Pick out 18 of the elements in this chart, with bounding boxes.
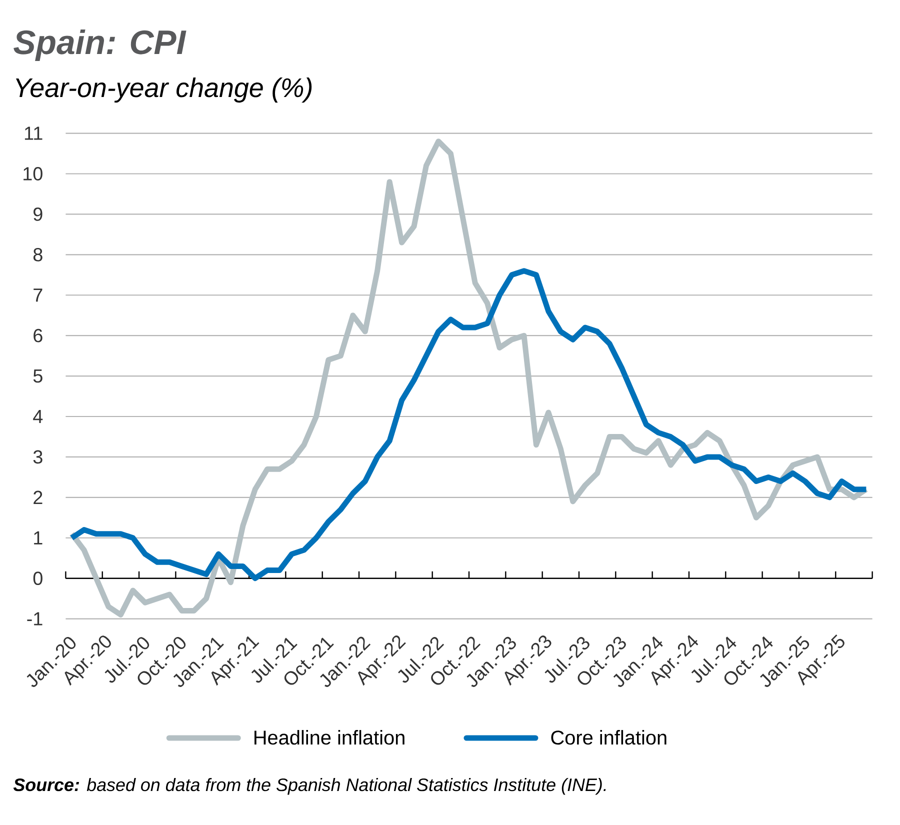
y-tick-label: 7: [34, 288, 42, 302]
y-tick-label: 1: [34, 531, 42, 544]
text: Source: based on data from the Spanish National Statistics Institute (INE).: [13, 778, 606, 795]
y-tick-label: 2: [34, 490, 42, 504]
y-tick-label: 10: [24, 167, 42, 180]
y-tick-label: 11: [24, 126, 42, 140]
y-tick-label: 6: [34, 328, 42, 342]
y-tick-label: 0: [33, 572, 42, 586]
y-tick-label: -1: [27, 612, 42, 626]
chart-subtitle: Year-on-year change (%): [16, 77, 312, 103]
legend-label: Core inflation: [551, 730, 666, 745]
y-tick-label: 4: [33, 410, 43, 424]
chart-title: Spain: CPI: [14, 29, 186, 62]
y-tick-label: 8: [33, 248, 42, 262]
y-tick-label: 9: [34, 208, 42, 221]
y-tick-label: 3: [33, 450, 42, 464]
y-tick-label: 5: [33, 369, 42, 383]
legend-label: Headline inflation: [254, 730, 404, 745]
